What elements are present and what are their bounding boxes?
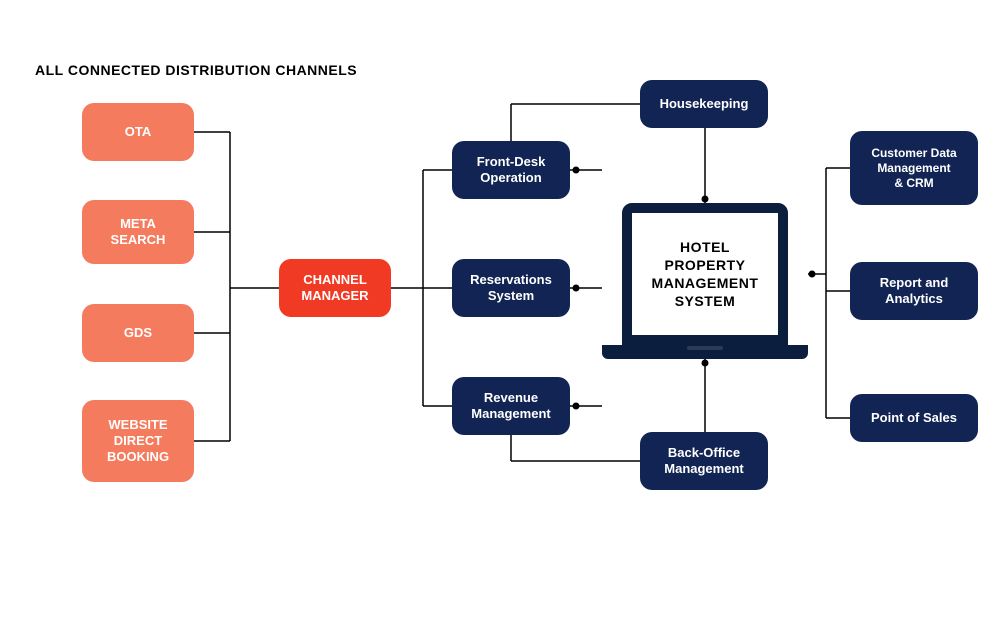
node-crm: Customer DataManagement& CRM bbox=[850, 131, 978, 205]
node-pos-label: Point of Sales bbox=[871, 410, 957, 426]
laptop-label: HOTELPROPERTYMANAGEMENTSYSTEM bbox=[652, 238, 759, 311]
node-channel-manager-label: CHANNELMANAGER bbox=[301, 272, 368, 305]
node-website-direct-booking: WEBSITEDIRECTBOOKING bbox=[82, 400, 194, 482]
node-reservations: ReservationsSystem bbox=[452, 259, 570, 317]
node-meta-label: METASEARCH bbox=[111, 216, 166, 249]
laptop-base bbox=[602, 345, 808, 359]
node-gds-label: GDS bbox=[124, 325, 152, 341]
node-report: Report andAnalytics bbox=[850, 262, 978, 320]
node-ota-label: OTA bbox=[125, 124, 151, 140]
node-channel-manager: CHANNELMANAGER bbox=[279, 259, 391, 317]
node-reservations-label: ReservationsSystem bbox=[470, 272, 552, 305]
node-ota: OTA bbox=[82, 103, 194, 161]
node-crm-label: Customer DataManagement& CRM bbox=[871, 146, 956, 191]
node-back-office: Back-OfficeManagement bbox=[640, 432, 768, 490]
node-housekeeping: Housekeeping bbox=[640, 80, 768, 128]
node-back-office-label: Back-OfficeManagement bbox=[664, 445, 743, 478]
node-pos: Point of Sales bbox=[850, 394, 978, 442]
laptop-screen: HOTELPROPERTYMANAGEMENTSYSTEM bbox=[622, 203, 788, 345]
node-report-label: Report andAnalytics bbox=[880, 275, 949, 308]
node-meta-search: METASEARCH bbox=[82, 200, 194, 264]
node-gds: GDS bbox=[82, 304, 194, 362]
node-revenue: RevenueManagement bbox=[452, 377, 570, 435]
diagram-title: ALL CONNECTED DISTRIBUTION CHANNELS bbox=[35, 62, 357, 78]
node-front-desk-label: Front-DeskOperation bbox=[477, 154, 546, 187]
node-front-desk: Front-DeskOperation bbox=[452, 141, 570, 199]
node-revenue-label: RevenueManagement bbox=[471, 390, 550, 423]
node-wdb-label: WEBSITEDIRECTBOOKING bbox=[107, 417, 169, 466]
node-housekeeping-label: Housekeeping bbox=[660, 96, 749, 112]
